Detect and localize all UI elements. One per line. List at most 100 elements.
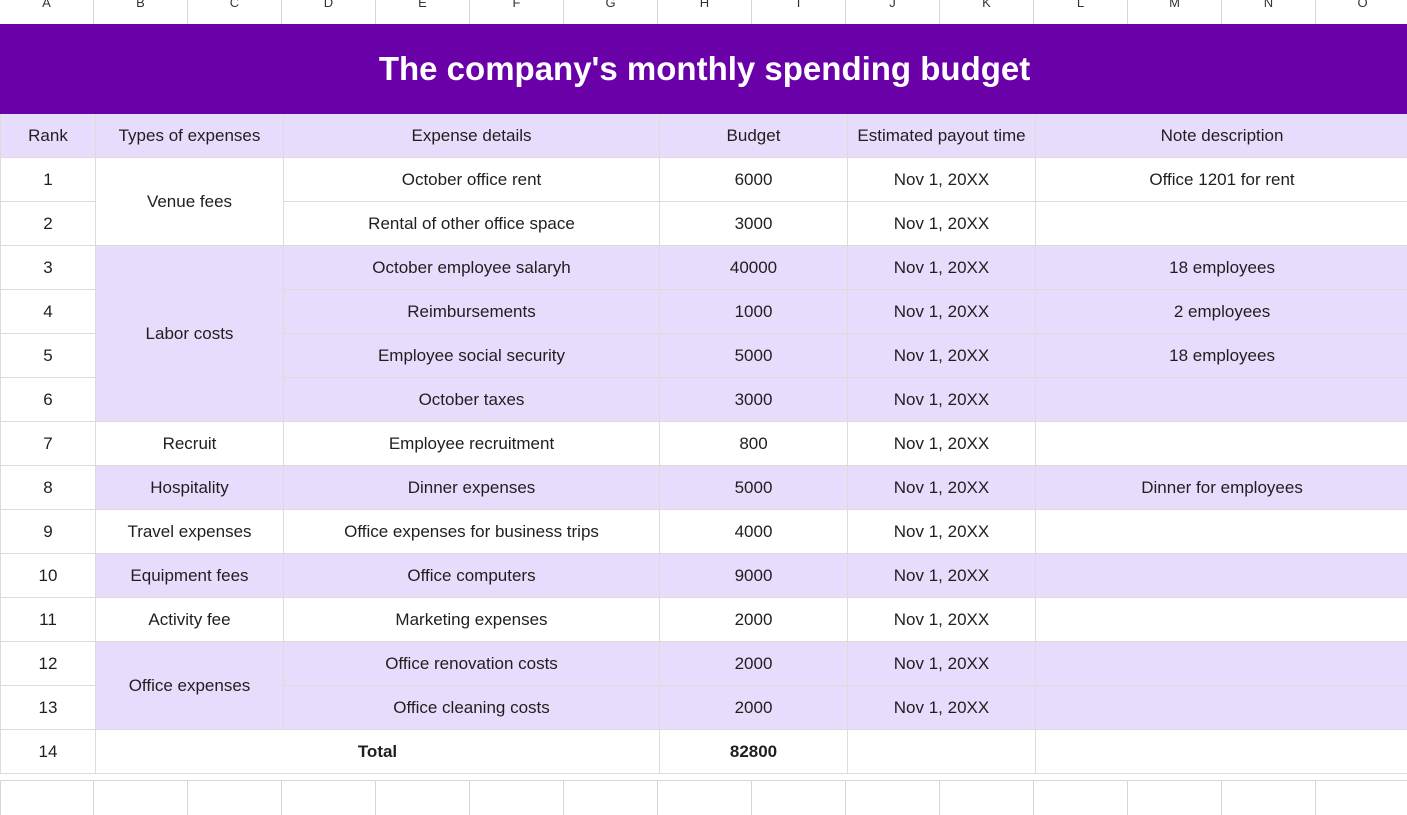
rank-cell[interactable]: 13 xyxy=(0,685,96,730)
rank-cell[interactable]: 10 xyxy=(0,553,96,598)
budget-cell[interactable]: 6000 xyxy=(659,157,848,202)
type-cell[interactable]: Recruit xyxy=(95,421,284,466)
note-cell[interactable]: 18 employees xyxy=(1034,245,1407,290)
type-cell[interactable]: Venue fees xyxy=(95,157,284,246)
budget-cell[interactable]: 4000 xyxy=(659,509,848,554)
header-payout[interactable]: Estimated payout time xyxy=(847,113,1036,158)
rank-cell[interactable]: 1 xyxy=(0,157,96,202)
rank-cell[interactable]: 11 xyxy=(0,597,96,642)
column-header-i[interactable]: I xyxy=(752,0,846,24)
payout-cell[interactable]: Nov 1, 20XX xyxy=(847,245,1036,290)
rank-cell[interactable]: 3 xyxy=(0,245,96,290)
type-cell[interactable]: Hospitality xyxy=(95,465,284,510)
details-cell[interactable]: Office cleaning costs xyxy=(283,685,660,730)
budget-cell[interactable]: 800 xyxy=(659,421,848,466)
budget-cell[interactable]: 2000 xyxy=(659,641,848,686)
budget-cell[interactable]: 1000 xyxy=(659,289,848,334)
details-cell[interactable]: October taxes xyxy=(283,377,660,422)
header-rank[interactable]: Rank xyxy=(0,113,96,158)
payout-cell[interactable]: Nov 1, 20XX xyxy=(847,641,1036,686)
budget-cell[interactable]: 9000 xyxy=(659,553,848,598)
rank-cell[interactable]: 4 xyxy=(0,289,96,334)
payout-cell[interactable]: Nov 1, 20XX xyxy=(847,333,1036,378)
budget-cell[interactable]: 3000 xyxy=(659,201,848,246)
payout-cell[interactable]: Nov 1, 20XX xyxy=(847,377,1036,422)
note-cell[interactable]: Office 1201 for rent xyxy=(1034,157,1407,202)
details-cell[interactable]: Reimbursements xyxy=(283,289,660,334)
note-cell[interactable]: Dinner for employees xyxy=(1034,465,1407,510)
empty-cell[interactable] xyxy=(470,780,564,815)
type-cell[interactable]: Labor costs xyxy=(95,245,284,422)
payout-cell[interactable]: Nov 1, 20XX xyxy=(847,201,1036,246)
note-cell[interactable] xyxy=(1034,641,1407,686)
column-header-b[interactable]: B xyxy=(94,0,188,24)
total-budget[interactable]: 82800 xyxy=(659,729,848,774)
rank-cell[interactable]: 6 xyxy=(0,377,96,422)
empty-cell[interactable] xyxy=(564,780,658,815)
empty-cell[interactable] xyxy=(1034,780,1128,815)
payout-cell[interactable]: Nov 1, 20XX xyxy=(847,421,1036,466)
budget-cell[interactable]: 5000 xyxy=(659,465,848,510)
column-header-d[interactable]: D xyxy=(282,0,376,24)
column-header-m[interactable]: M xyxy=(1128,0,1222,24)
empty-cell[interactable] xyxy=(658,780,752,815)
details-cell[interactable]: Dinner expenses xyxy=(283,465,660,510)
note-cell[interactable] xyxy=(1034,597,1407,642)
payout-cell[interactable]: Nov 1, 20XX xyxy=(847,465,1036,510)
note-cell[interactable] xyxy=(1034,685,1407,730)
note-cell[interactable] xyxy=(1034,377,1407,422)
column-header-o[interactable]: O xyxy=(1316,0,1407,24)
budget-cell[interactable]: 3000 xyxy=(659,377,848,422)
details-cell[interactable]: Employee recruitment xyxy=(283,421,660,466)
total-label[interactable]: Total xyxy=(95,729,660,774)
note-cell[interactable] xyxy=(1034,421,1407,466)
column-header-k[interactable]: K xyxy=(940,0,1034,24)
details-cell[interactable]: Rental of other office space xyxy=(283,201,660,246)
column-header-e[interactable]: E xyxy=(376,0,470,24)
rank-cell[interactable]: 12 xyxy=(0,641,96,686)
empty-cell[interactable] xyxy=(846,780,940,815)
note-cell[interactable] xyxy=(1034,553,1407,598)
rank-cell[interactable]: 5 xyxy=(0,333,96,378)
type-cell[interactable]: Office expenses xyxy=(95,641,284,730)
column-header-c[interactable]: C xyxy=(188,0,282,24)
budget-cell[interactable]: 2000 xyxy=(659,685,848,730)
empty-cell[interactable] xyxy=(282,780,376,815)
details-cell[interactable]: Office renovation costs xyxy=(283,641,660,686)
rank-cell[interactable]: 9 xyxy=(0,509,96,554)
details-cell[interactable]: Marketing expenses xyxy=(283,597,660,642)
sheet-title[interactable]: The company's monthly spending budget xyxy=(0,24,1407,114)
note-cell[interactable] xyxy=(1034,729,1407,774)
budget-cell[interactable]: 5000 xyxy=(659,333,848,378)
empty-cell[interactable] xyxy=(0,780,94,815)
type-cell[interactable]: Travel expenses xyxy=(95,509,284,554)
rank-cell[interactable]: 2 xyxy=(0,201,96,246)
empty-cell[interactable] xyxy=(1128,780,1222,815)
note-cell[interactable]: 18 employees xyxy=(1034,333,1407,378)
header-budget[interactable]: Budget xyxy=(659,113,848,158)
details-cell[interactable]: October office rent xyxy=(283,157,660,202)
header-note[interactable]: Note description xyxy=(1034,113,1407,158)
column-header-g[interactable]: G xyxy=(564,0,658,24)
empty-cell[interactable] xyxy=(1222,780,1316,815)
payout-cell[interactable]: Nov 1, 20XX xyxy=(847,157,1036,202)
column-header-f[interactable]: F xyxy=(470,0,564,24)
rank-cell[interactable]: 8 xyxy=(0,465,96,510)
details-cell[interactable]: Office expenses for business trips xyxy=(283,509,660,554)
details-cell[interactable]: Office computers xyxy=(283,553,660,598)
header-types[interactable]: Types of expenses xyxy=(95,113,284,158)
details-cell[interactable]: Employee social security xyxy=(283,333,660,378)
rank-cell[interactable]: 14 xyxy=(0,729,96,774)
column-header-h[interactable]: H xyxy=(658,0,752,24)
rank-cell[interactable]: 7 xyxy=(0,421,96,466)
empty-cell[interactable] xyxy=(94,780,188,815)
empty-cell[interactable] xyxy=(940,780,1034,815)
payout-cell[interactable]: Nov 1, 20XX xyxy=(847,553,1036,598)
details-cell[interactable]: October employee salaryh xyxy=(283,245,660,290)
payout-cell[interactable]: Nov 1, 20XX xyxy=(847,289,1036,334)
empty-cell[interactable] xyxy=(376,780,470,815)
type-cell[interactable]: Activity fee xyxy=(95,597,284,642)
note-cell[interactable] xyxy=(1034,509,1407,554)
type-cell[interactable]: Equipment fees xyxy=(95,553,284,598)
empty-cell[interactable] xyxy=(188,780,282,815)
